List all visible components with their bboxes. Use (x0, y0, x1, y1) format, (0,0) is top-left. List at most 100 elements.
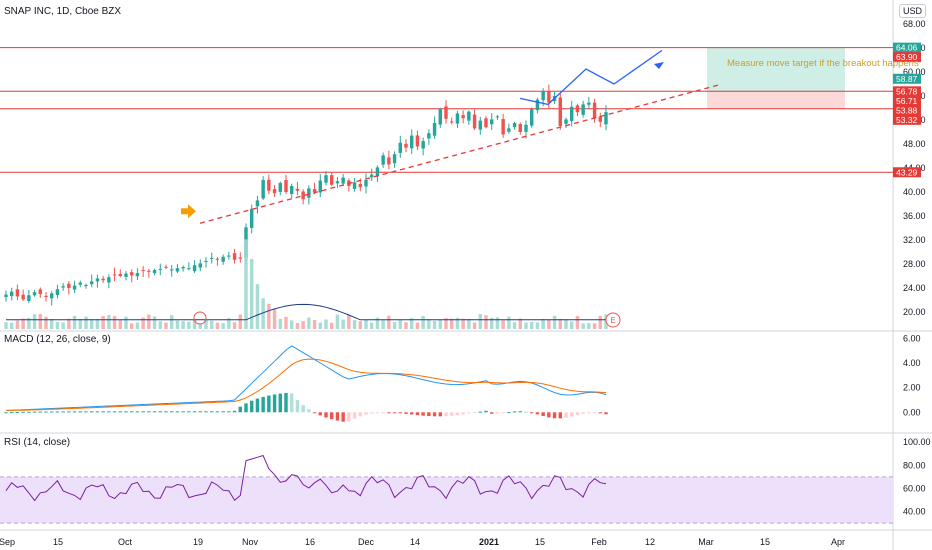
volume-bar[interactable] (84, 316, 88, 329)
candle-body[interactable] (318, 180, 322, 193)
volume-bar[interactable] (415, 322, 420, 329)
macd-histogram-bar[interactable] (444, 412, 448, 417)
candle-body[interactable] (227, 255, 231, 257)
volume-bar[interactable] (261, 298, 265, 329)
candle-body[interactable] (410, 135, 414, 149)
macd-histogram-bar[interactable] (530, 412, 534, 414)
macd-signal-line[interactable] (6, 358, 607, 411)
candle-body[interactable] (381, 155, 385, 165)
macd-histogram-bar[interactable] (318, 412, 322, 416)
macd-histogram-bar[interactable] (330, 412, 334, 420)
macd-histogram-bar[interactable] (124, 411, 128, 413)
candle-body[interactable] (267, 179, 271, 191)
volume-bar[interactable] (95, 318, 100, 329)
macd-histogram-bar[interactable] (112, 411, 117, 413)
macd-histogram-bar[interactable] (215, 411, 220, 413)
volume-bar[interactable] (592, 323, 597, 329)
candle-body[interactable] (198, 263, 202, 268)
volume-bar[interactable] (267, 303, 271, 329)
macd-histogram-bar[interactable] (187, 411, 191, 413)
macd-histogram-bar[interactable] (375, 412, 380, 414)
volume-bar[interactable] (392, 322, 397, 329)
candle-body[interactable] (564, 119, 568, 124)
candle-body[interactable] (272, 189, 277, 194)
candle-body[interactable] (501, 119, 505, 135)
volume-bar[interactable] (495, 317, 500, 329)
volume-bar[interactable] (135, 322, 140, 329)
candle-body[interactable] (358, 184, 362, 188)
volume-bar[interactable] (375, 317, 380, 329)
stop-zone[interactable] (707, 91, 845, 109)
volume-bar[interactable] (364, 319, 368, 329)
volume-bar[interactable] (421, 316, 425, 329)
candle-body[interactable] (352, 182, 357, 189)
candle-body[interactable] (210, 258, 214, 259)
macd-histogram-bar[interactable] (44, 411, 48, 413)
candle-body[interactable] (147, 270, 151, 272)
candle-body[interactable] (581, 104, 585, 115)
macd-histogram-bar[interactable] (221, 411, 225, 413)
macd-histogram-bar[interactable] (324, 412, 328, 418)
macd-histogram-bar[interactable] (570, 412, 574, 417)
candle-body[interactable] (175, 268, 180, 272)
volume-bar[interactable] (432, 320, 437, 329)
volume-bar[interactable] (535, 322, 540, 329)
volume-bar[interactable] (352, 320, 357, 329)
volume-bar[interactable] (27, 317, 31, 329)
volume-bar[interactable] (541, 318, 545, 329)
volume-bar[interactable] (152, 316, 157, 329)
volume-bar[interactable] (467, 318, 471, 329)
macd-histogram-bar[interactable] (478, 411, 482, 413)
macd-histogram-bar[interactable] (78, 411, 82, 413)
macd-histogram-bar[interactable] (558, 412, 562, 419)
volume-bar[interactable] (347, 315, 351, 329)
volume-bar[interactable] (284, 316, 288, 329)
macd-histogram-bar[interactable] (27, 411, 31, 413)
volume-bar[interactable] (181, 321, 185, 329)
target-zone[interactable] (707, 47, 845, 92)
candle-body[interactable] (461, 115, 465, 119)
candle-body[interactable] (370, 174, 374, 178)
macd-histogram-bar[interactable] (524, 411, 528, 413)
volume-bar[interactable] (330, 322, 334, 329)
macd-histogram-bar[interactable] (118, 411, 122, 413)
candle-body[interactable] (570, 106, 574, 122)
volume-bar[interactable] (38, 314, 42, 329)
volume-bar[interactable] (518, 318, 522, 329)
macd-histogram-bar[interactable] (170, 411, 174, 413)
volume-bar[interactable] (318, 322, 322, 329)
candle-body[interactable] (547, 91, 551, 103)
volume-bar[interactable] (78, 318, 82, 329)
candle-body[interactable] (295, 188, 300, 191)
macd-histogram-bar[interactable] (61, 411, 65, 413)
candle-body[interactable] (507, 128, 511, 132)
volume-bar[interactable] (381, 320, 385, 329)
macd-histogram-bar[interactable] (381, 412, 385, 414)
volume-bar[interactable] (472, 322, 477, 329)
candle-body[interactable] (330, 175, 334, 185)
volume-bar[interactable] (130, 323, 134, 329)
candle-body[interactable] (444, 106, 448, 119)
volume-bar[interactable] (50, 319, 54, 329)
candle-body[interactable] (558, 97, 562, 126)
volume-bar[interactable] (295, 323, 300, 329)
candle-body[interactable] (518, 124, 522, 132)
candle-body[interactable] (472, 114, 477, 129)
macd-histogram-bar[interactable] (90, 411, 94, 413)
volume-bar[interactable] (147, 314, 151, 329)
macd-histogram-bar[interactable] (267, 395, 271, 413)
candle-body[interactable] (341, 177, 345, 184)
candle-body[interactable] (38, 289, 42, 294)
volume-bar[interactable] (158, 321, 162, 329)
candle-body[interactable] (301, 191, 305, 200)
candle-body[interactable] (530, 109, 534, 126)
macd-histogram-bar[interactable] (358, 412, 362, 417)
macd-histogram-bar[interactable] (130, 411, 134, 413)
volume-bar[interactable] (192, 319, 197, 329)
volume-bar[interactable] (10, 322, 14, 329)
macd-histogram-bar[interactable] (192, 411, 197, 413)
macd-histogram-bar[interactable] (364, 412, 368, 415)
macd-histogram-bar[interactable] (181, 411, 185, 413)
macd-histogram-bar[interactable] (227, 411, 231, 413)
macd-histogram-bar[interactable] (535, 412, 540, 415)
